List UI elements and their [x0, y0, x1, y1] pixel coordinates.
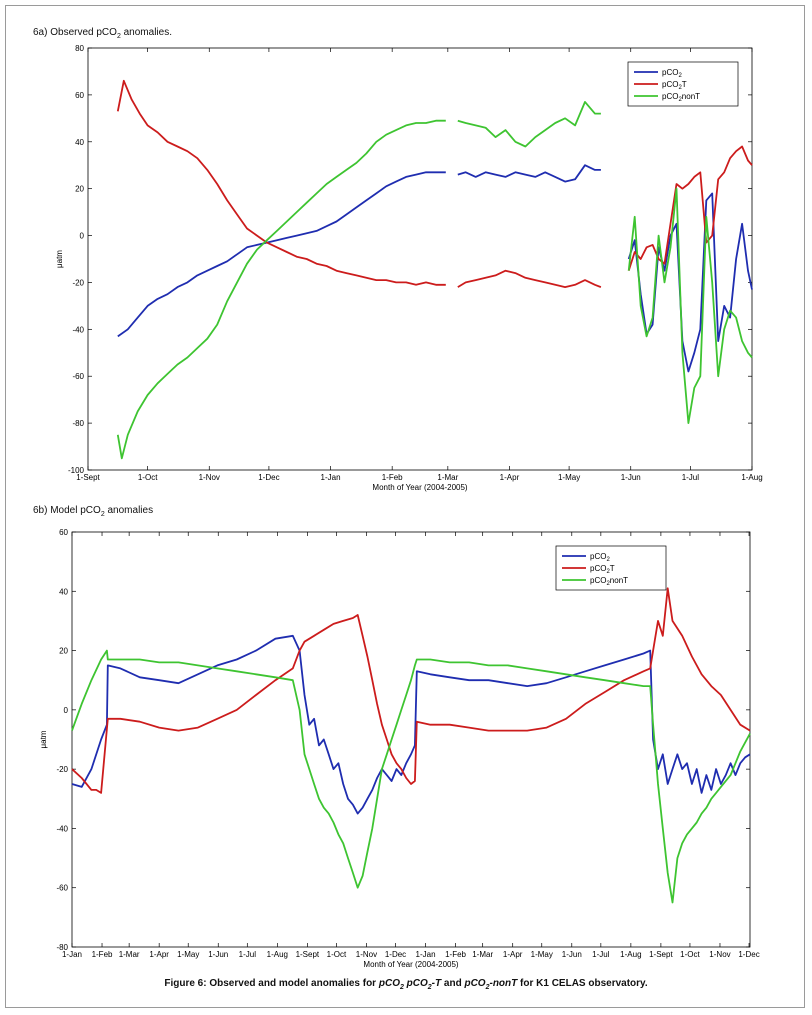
panel-a-label: 6a) Observed pCO2 anomalies.: [33, 27, 172, 40]
figure-frame: [5, 5, 805, 1008]
figure-caption: Figure 6: Observed and model anomalies f…: [164, 978, 648, 991]
panel-b-label: 6b) Model pCO2 anomalies: [33, 505, 154, 518]
